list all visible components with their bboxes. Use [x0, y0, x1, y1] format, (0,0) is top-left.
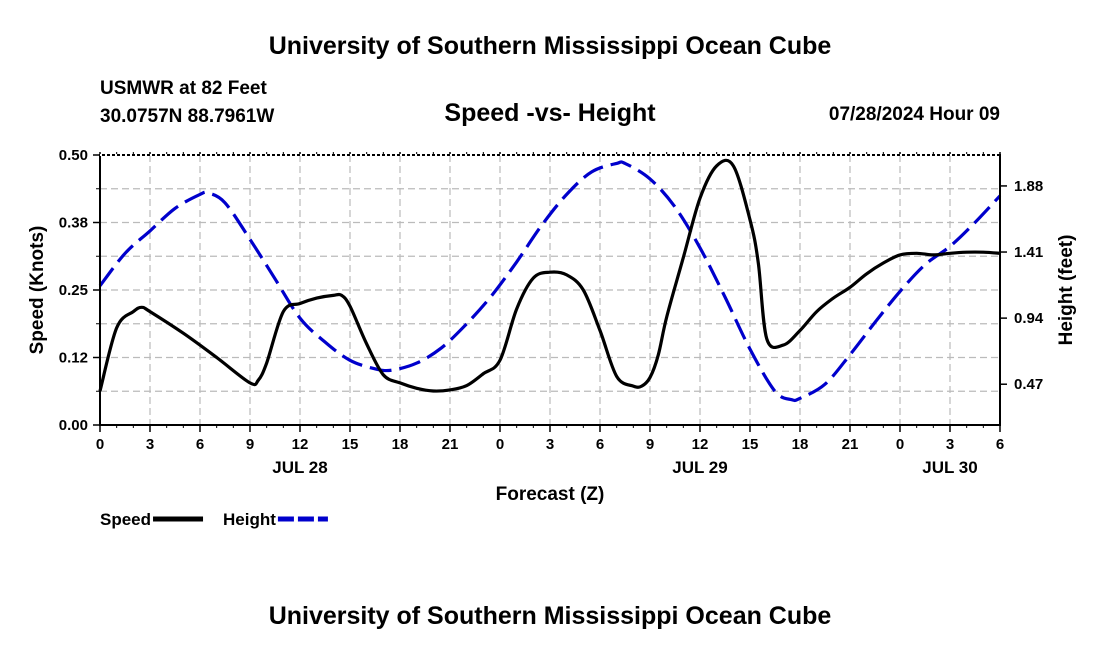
- speed-height-chart: 0 3 6 9 12 15 18 21 0 3 6 9 12 15 18 21 0 3 6 JUL 28 JUL 29 J…: [27, 147, 1077, 529]
- date-label: JUL 28: [272, 458, 327, 477]
- forecast-datetime: 07/28/2024 Hour 09: [828, 104, 1000, 125]
- x-tick-label: 6: [996, 436, 1004, 453]
- y-right-tick-label: 0.94: [1014, 310, 1044, 327]
- date-label: JUL 29: [672, 458, 727, 477]
- y-tick-label: 0.38: [59, 215, 88, 232]
- page-title: University of Southern Mississippi Ocean…: [268, 32, 832, 60]
- series-line-speed: [98, 158, 1001, 393]
- chart-series: [98, 158, 1002, 403]
- x-tick-label: 18: [792, 436, 809, 453]
- x-tick-label: 9: [246, 436, 254, 453]
- y-axis-label: Speed (Knots): [27, 226, 48, 355]
- x-tick-label: 0: [496, 436, 504, 453]
- y-right-axis-label: Height (feet): [1056, 235, 1077, 346]
- x-tick-label: 12: [292, 436, 309, 453]
- y-right-tick-label: 0.47: [1014, 376, 1043, 393]
- legend-label-height: Height: [223, 510, 276, 529]
- station-name: USMWR at 82 Feet: [100, 78, 267, 99]
- x-tick-label: 12: [692, 436, 709, 453]
- y-tick-label: 0.25: [59, 282, 88, 299]
- chart-title: Speed -vs- Height: [444, 99, 656, 127]
- x-tick-label: 9: [646, 436, 654, 453]
- x-tick-label: 21: [442, 436, 459, 453]
- x-tick-label: 3: [146, 436, 154, 453]
- chart-axes: 0 3 6 9 12 15 18 21 0 3 6 9 12 15 18 21 0 3 6 JUL 28 JUL 29 J…: [27, 147, 1077, 505]
- x-tick-label: 0: [96, 436, 104, 453]
- x-tick-label: 6: [196, 436, 204, 453]
- x-tick-label: 0: [896, 436, 904, 453]
- page-footer-title: University of Southern Mississippi Ocean…: [268, 602, 832, 630]
- x-tick-label: 15: [342, 436, 359, 453]
- x-tick-label: 6: [596, 436, 604, 453]
- x-axis-label: Forecast (Z): [496, 484, 605, 505]
- series-line-height: [98, 160, 1002, 403]
- date-label: JUL 30: [922, 458, 977, 477]
- x-tick-label: 15: [742, 436, 759, 453]
- y-right-tick-label: 1.88: [1014, 178, 1043, 195]
- x-tick-label: 21: [842, 436, 859, 453]
- legend-label-speed: Speed: [100, 510, 151, 529]
- station-coordinates: 30.0757N 88.7961W: [100, 106, 275, 127]
- y-tick-label: 0.00: [59, 417, 88, 434]
- x-tick-label: 3: [946, 436, 954, 453]
- x-tick-label: 3: [546, 436, 554, 453]
- chart-grid: [100, 155, 1000, 425]
- y-tick-label: 0.12: [59, 350, 88, 367]
- y-tick-label: 0.50: [59, 147, 88, 164]
- x-tick-label: 18: [392, 436, 409, 453]
- chart-legend: Speed Height: [100, 510, 328, 529]
- y-right-tick-label: 1.41: [1014, 244, 1043, 261]
